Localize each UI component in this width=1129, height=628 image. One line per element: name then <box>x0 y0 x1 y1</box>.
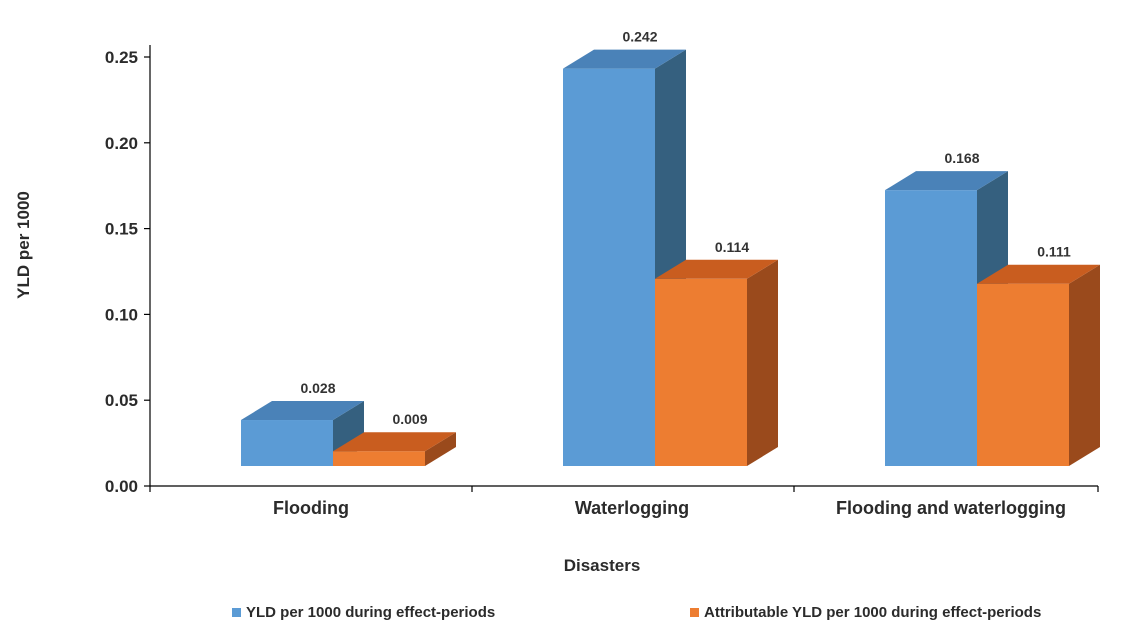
y-tick-label: 0.25 <box>105 48 138 67</box>
data-labels: 0.028 0.009 0.242 0.114 0.168 0.111 <box>300 29 1070 428</box>
x-category-label: Waterlogging <box>575 498 689 518</box>
bar-top <box>977 264 1100 284</box>
bar-front <box>241 420 333 466</box>
legend-swatch-series-1 <box>232 608 241 617</box>
y-tick-label: 0.20 <box>105 134 138 153</box>
bar-top <box>655 259 778 279</box>
bar-top <box>563 49 686 69</box>
bar-top <box>885 171 1008 191</box>
x-axis: Flooding Waterlogging Flooding and waterlo… <box>149 485 1099 518</box>
bar-front <box>563 68 655 467</box>
bar-data-label: 0.168 <box>944 150 979 166</box>
bar-side <box>425 432 456 466</box>
legend: YLD per 1000 during effect-periods Attri… <box>232 604 1041 621</box>
bar-front <box>333 451 425 466</box>
legend-label-series-2: Attributable YLD per 1000 during effect-… <box>704 604 1041 621</box>
bar-data-label: 0.111 <box>1037 244 1071 260</box>
y-axis-title: YLD per 1000 <box>14 191 33 299</box>
bar-top <box>241 401 364 421</box>
bar-data-label: 0.009 <box>392 411 427 427</box>
x-category-label: Flooding and waterlogging <box>836 498 1066 518</box>
legend-label-series-1: YLD per 1000 during effect-periods <box>246 604 495 621</box>
bar-side <box>747 259 778 466</box>
bars <box>241 49 1100 467</box>
bar-data-label: 0.242 <box>622 29 657 45</box>
bar-top <box>333 432 456 452</box>
bar-front <box>977 283 1069 466</box>
x-axis-title: Disasters <box>564 556 641 575</box>
bar-front <box>885 190 977 467</box>
y-tick-label: 0.00 <box>105 477 138 496</box>
bar-side <box>1069 264 1100 466</box>
x-category-label: Flooding <box>273 498 349 518</box>
bar-data-label: 0.114 <box>715 239 749 255</box>
legend-swatch-series-2 <box>690 608 699 617</box>
y-tick-label: 0.05 <box>105 391 138 410</box>
y-axis: 0.00 0.05 0.10 0.15 0.20 0.25 <box>105 45 151 496</box>
y-tick-label: 0.15 <box>105 220 138 239</box>
bar-data-label: 0.028 <box>300 380 335 396</box>
bar-front <box>655 278 747 466</box>
y-tick-label: 0.10 <box>105 305 138 324</box>
